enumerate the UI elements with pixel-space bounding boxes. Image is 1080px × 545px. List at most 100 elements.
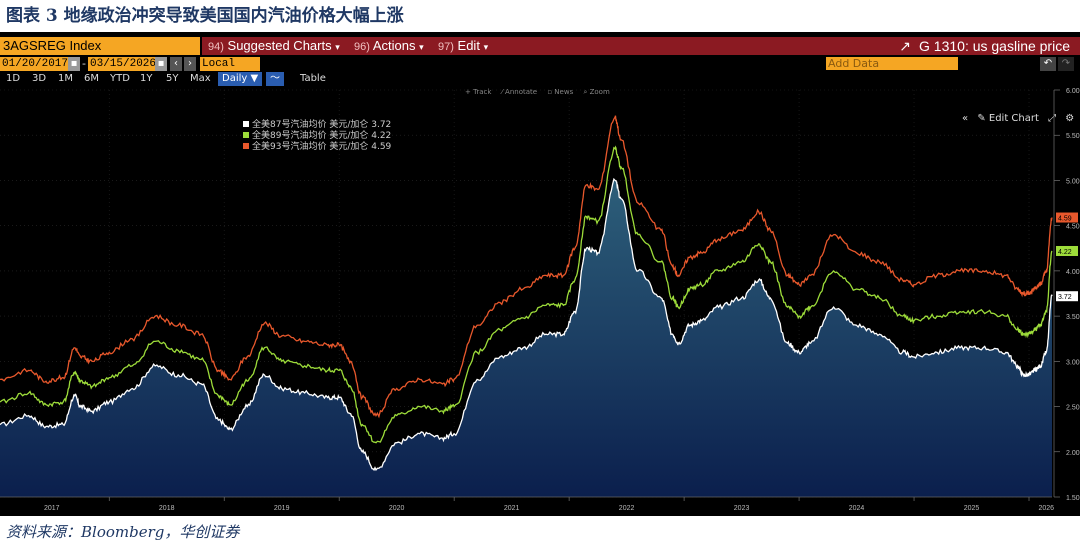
double-chevron-left-icon[interactable]: « — [962, 113, 969, 124]
legend-item-93[interactable]: 全美93号汽油均价 美元/加仑 4.59 — [243, 142, 391, 153]
menu-number: 97) — [438, 41, 454, 53]
legend-swatch — [243, 121, 249, 127]
x-tick-label: 2020 — [389, 505, 405, 512]
y-tick-label: 2.50 — [1066, 405, 1080, 412]
redo-icon[interactable]: ↷ — [1058, 57, 1074, 71]
legend-swatch — [243, 143, 249, 149]
external-link-icon[interactable]: ↗ — [899, 38, 912, 54]
y-tick-label: 3.50 — [1066, 314, 1080, 321]
x-tick-label: 2025 — [964, 505, 980, 512]
graph-title-text: G 1310: us gasline price — [919, 38, 1070, 54]
edit-chart-label: Edit Chart — [988, 113, 1039, 124]
zoom-tool[interactable]: ⌕ Zoom — [583, 88, 610, 96]
series-87-line — [0, 177, 1053, 472]
x-tick-label: 2019 — [274, 505, 290, 512]
last-value-label: 4.59 — [1058, 216, 1072, 223]
legend-label: 全美93号汽油均价 美元/加仑 — [252, 142, 369, 152]
add-data-input[interactable]: Add Data — [826, 57, 958, 70]
y-tick-label: 4.50 — [1066, 224, 1080, 231]
legend-item-87[interactable]: 全美87号汽油均价 美元/加仑 3.72 — [243, 120, 391, 131]
actions-menu[interactable]: 96) Actions ▾ — [354, 37, 424, 55]
news-tool[interactable]: ▫ News — [547, 88, 574, 96]
legend-item-89[interactable]: 全美89号汽油均价 美元/加仑 4.22 — [243, 131, 391, 142]
frequency-select[interactable]: Daily ▼ — [218, 72, 263, 86]
range-6m-button[interactable]: 6M — [84, 73, 99, 84]
y-tick-label: 5.00 — [1066, 178, 1080, 185]
x-tick-label: 2023 — [734, 505, 750, 512]
track-tool[interactable]: + Track — [465, 88, 492, 96]
range-max-button[interactable]: Max — [190, 73, 211, 84]
menu-label: Actions — [372, 38, 416, 53]
menu-bar: 94) Suggested Charts ▾ 96) Actions ▾ 97)… — [202, 37, 1080, 55]
start-date-input[interactable]: 01/20/2017 — [0, 57, 71, 71]
y-tick-label: 5.50 — [1066, 133, 1080, 140]
gear-icon[interactable]: ⚙ — [1065, 113, 1075, 124]
range-3d-button[interactable]: 3D — [32, 73, 47, 84]
range-1y-button[interactable]: 1Y — [140, 73, 153, 84]
date-range-bar: 01/20/2017 ▪ - 03/15/2026 ▪ ‹ › Local CC… — [0, 57, 1080, 84]
menu-label: Edit — [457, 38, 480, 53]
x-tick-label: 2018 — [159, 505, 175, 512]
legend-value: 3.72 — [371, 120, 392, 130]
edit-chart-button[interactable]: « ✎ Edit Chart ⤢ ⚙ — [962, 112, 1074, 126]
end-date-input[interactable]: 03/15/2026 — [88, 57, 159, 71]
table-button[interactable]: Table — [300, 73, 326, 84]
last-value-label: 4.22 — [1058, 249, 1072, 256]
range-selector-bar: 1D 3D 1M 6M YTD 1Y 5Y Max Daily ▼ 〜 Tabl… — [0, 72, 1080, 124]
legend-value: 4.59 — [371, 142, 392, 152]
last-value-tag — [1056, 212, 1078, 223]
bloomberg-terminal-window: 3AGSREG Index 94) Suggested Charts ▾ 96)… — [0, 32, 1080, 516]
last-value-label: 3.72 — [1058, 294, 1072, 301]
calendar-icon[interactable]: ▪ — [155, 57, 167, 71]
series-87-area — [0, 179, 1052, 497]
calendar-icon[interactable]: ▪ — [68, 57, 80, 71]
y-tick-label: 2.00 — [1066, 450, 1080, 457]
currency-select[interactable]: Local CCY — [200, 57, 260, 84]
x-tick-label: 2021 — [504, 505, 520, 512]
last-value-tag — [1056, 291, 1078, 302]
y-tick-label: 1.50 — [1066, 495, 1080, 502]
edit-menu[interactable]: 97) Edit ▾ — [438, 37, 488, 55]
menu-number: 94) — [208, 41, 224, 53]
range-ytd-button[interactable]: YTD — [110, 73, 130, 84]
range-5y-button[interactable]: 5Y — [166, 73, 179, 84]
y-tick-label: 6.00 — [1066, 88, 1080, 95]
x-tick-label: 2024 — [849, 505, 865, 512]
range-1m-button[interactable]: 1M — [58, 73, 73, 84]
legend-swatch — [243, 132, 249, 138]
menu-number: 96) — [354, 41, 370, 53]
pencil-icon: ✎ — [977, 113, 986, 124]
legend-label: 全美89号汽油均价 美元/加仑 — [252, 131, 369, 141]
source-note: 资料来源：Bloomberg，华创证券 — [6, 523, 240, 541]
chevron-down-icon: ▾ — [335, 42, 340, 52]
x-tick-label: 2017 — [44, 505, 60, 512]
ticker-field[interactable]: 3AGSREG Index — [0, 37, 200, 55]
y-tick-label: 3.00 — [1066, 359, 1080, 366]
legend-label: 全美87号汽油均价 美元/加仑 — [252, 120, 369, 130]
axes: 1.50 2.00 2.50 3.00 3.50 4.00 4.50 5.00 5.50 6.00… — [0, 88, 1080, 512]
chevron-left-icon[interactable]: ‹ — [170, 57, 182, 71]
gasoline-price-chart: 1.50 2.00 2.50 3.00 3.50 4.00 4.50 5.00 5.50 6.00… — [0, 88, 1080, 512]
figure-caption: 图表 3 地缘政治冲突导致美国国内汽油价格大幅上涨 — [6, 6, 404, 26]
chevron-down-icon: ▾ — [483, 42, 489, 52]
chart-tools: + Track ⁄ Annotate ▫ News ⌕ Zoom — [465, 88, 618, 97]
undo-icon[interactable]: ↶ — [1040, 57, 1056, 71]
chevron-right-icon[interactable]: › — [184, 57, 196, 71]
chart-legend: 全美87号汽油均价 美元/加仑 3.72 全美89号汽油均价 美元/加仑 4.2… — [243, 120, 391, 153]
x-tick-label: 2026 — [1038, 505, 1054, 512]
range-1d-button[interactable]: 1D — [6, 73, 21, 84]
line-chart-icon[interactable]: 〜 — [266, 72, 284, 86]
terminal-title-bar: 3AGSREG Index 94) Suggested Charts ▾ 96)… — [0, 37, 1080, 55]
series-93-line — [0, 115, 1053, 419]
last-value-tag — [1056, 245, 1078, 256]
x-tick-label: 2022 — [619, 505, 635, 512]
series-89-line — [0, 145, 1053, 444]
annotate-tool[interactable]: ⁄ Annotate — [501, 88, 538, 96]
legend-value: 4.22 — [371, 131, 392, 141]
chevron-down-icon: ▾ — [419, 42, 424, 52]
menu-label: Suggested Charts — [227, 38, 332, 53]
suggested-charts-menu[interactable]: 94) Suggested Charts ▾ — [208, 37, 340, 55]
series-layer — [0, 115, 1053, 497]
graph-title: ↗ G 1310: us gasline price — [899, 37, 1070, 55]
expand-icon[interactable]: ⤢ — [1048, 113, 1057, 124]
